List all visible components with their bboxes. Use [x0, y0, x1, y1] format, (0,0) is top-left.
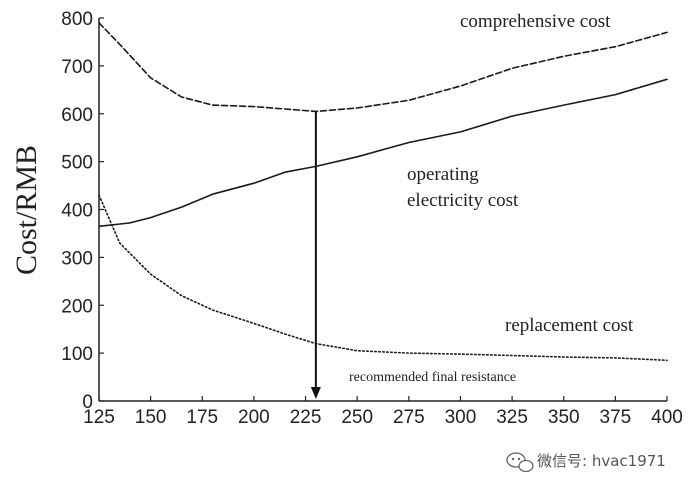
x-tick-label: 400: [651, 407, 683, 428]
x-tick-label: 375: [600, 407, 632, 428]
y-tick-label: 400: [61, 201, 93, 222]
x-tick-label: 300: [445, 407, 477, 428]
x-tick-label: 325: [496, 407, 528, 428]
watermark-text: 微信号: hvac1971: [537, 452, 666, 470]
y-axis: 0 100 200 300 400 500 600 700 800: [61, 9, 104, 413]
y-tick-label: 0: [82, 392, 93, 413]
y-axis-label: Cost/RMB: [10, 145, 43, 275]
y-tick-label: 200: [61, 296, 93, 317]
y-tick-label: 600: [61, 105, 93, 126]
x-tick-label: 175: [186, 407, 218, 428]
series-line-comprehensive-cost: [98, 21, 668, 113]
recommended-arrow-head: [310, 387, 321, 399]
x-tick-label: 125: [83, 407, 115, 428]
x-tick-label: 225: [290, 407, 322, 428]
recommended-marker: [310, 111, 321, 399]
label-comprehensive-cost: comprehensive cost: [460, 11, 611, 32]
x-tick-label: 200: [238, 407, 270, 428]
wechat-icon: [506, 452, 534, 473]
y-tick-label: 800: [61, 9, 93, 30]
x-axis: 125 150 175 200 225 250 275 300 325 350 375 400: [83, 396, 683, 428]
y-tick-label: 100: [61, 344, 93, 365]
label-operating-line2: electricity cost: [407, 190, 519, 211]
x-tick-label: 350: [548, 407, 580, 428]
x-tick-label: 150: [135, 407, 167, 428]
watermark: 微信号: hvac1971: [506, 452, 666, 473]
y-tick-label: 300: [61, 248, 93, 269]
y-tick-label: 700: [61, 57, 93, 78]
label-operating-line1: operating: [407, 164, 479, 185]
series-line-operating-electricity-cost: [98, 78, 668, 228]
x-tick-label: 250: [341, 407, 373, 428]
recommended-label: recommended final resistance: [349, 370, 516, 385]
y-tick-label: 500: [61, 153, 93, 174]
series-group: [98, 21, 668, 362]
label-replacement-cost: replacement cost: [505, 315, 634, 336]
x-tick-label: 275: [393, 407, 425, 428]
